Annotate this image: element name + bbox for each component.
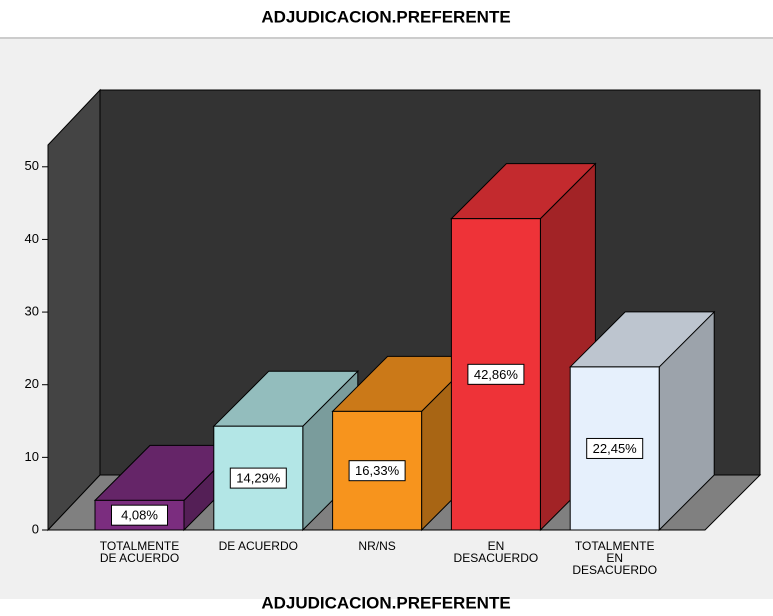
value-label: 16,33% [355,463,400,478]
x-tick-label-line: DE ACUERDO [219,539,298,553]
x-tick-label: TOTALMENTE EN DESACUERDO [572,539,657,577]
value-label-box [229,467,287,489]
x-tick-label-line: DESACUERDO [572,563,657,577]
x-tick-label: TOTALMENTE DE ACUERDO [100,539,180,565]
x-tick-label-line: DE ACUERDO [100,551,179,565]
x-tick-label-line: TOTALMENTE [100,539,180,553]
value-label-box [586,437,644,459]
y-tick-label: 40 [25,231,39,246]
x-tick-label: NR/NS [358,539,395,553]
x-tick-label: EN DESACUERDO [454,539,539,565]
y-tick-label: 50 [25,158,39,173]
value-label: 14,29% [236,471,281,486]
left-wall [47,88,101,532]
value-label: 42,86% [474,367,519,382]
chart-title: ADJUDICACION.PREFERENTE [261,7,510,26]
value-label-box [348,460,406,482]
y-tick-label: 0 [32,521,39,536]
x-tick-label-line: EN [606,551,623,565]
x-tick-label-line: EN [488,539,505,553]
y-tick-label: 30 [25,304,39,319]
value-label: 4,08% [121,508,158,523]
value-label-box [467,363,525,385]
x-tick-label: DE ACUERDO [219,539,298,553]
value-label-box [111,504,168,526]
x-tick-label-line: NR/NS [358,539,395,553]
x-tick-label-line: TOTALMENTE [575,539,655,553]
value-label: 22,45% [593,441,638,456]
y-tick-label: 10 [25,449,39,464]
x-tick-label-line: DESACUERDO [454,551,539,565]
y-tick-label: 20 [25,376,39,391]
x-axis-title: ADJUDICACION.PREFERENTE [261,593,510,612]
